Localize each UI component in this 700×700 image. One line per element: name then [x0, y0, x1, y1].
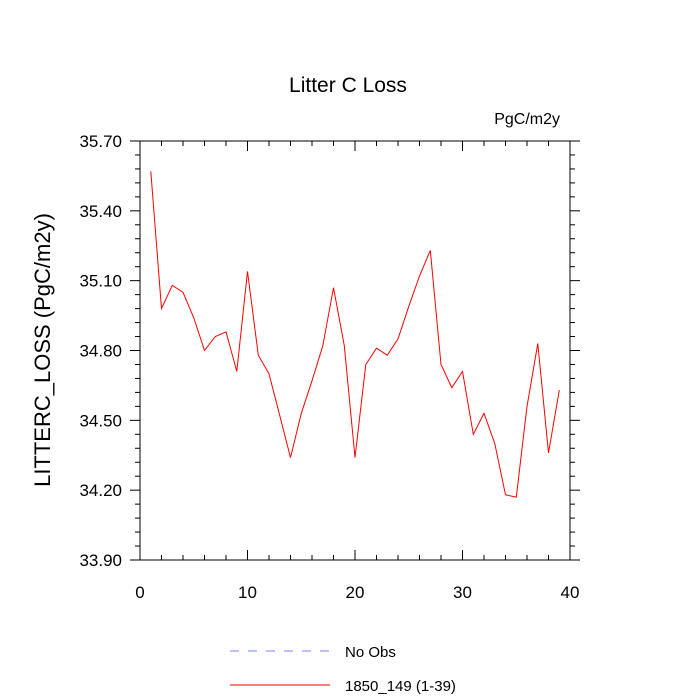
y-tick-label: 35.10	[79, 272, 122, 291]
legend: No Obs 1850_149 (1-39)	[230, 644, 456, 695]
y-tick-label: 35.40	[79, 202, 122, 221]
series-line-0	[150, 171, 560, 498]
legend-label-1850-149: 1850_149 (1-39)	[345, 678, 456, 695]
x-tick-label: 0	[135, 583, 144, 602]
x-tick-label: 40	[561, 583, 580, 602]
legend-label-no-obs: No Obs	[345, 644, 396, 661]
y-tick-label: 34.80	[79, 342, 122, 361]
y-tick-label: 35.70	[79, 132, 122, 151]
axis-ticks	[130, 140, 580, 561]
series-layer	[150, 171, 560, 498]
chart-title: Litter C Loss	[289, 74, 407, 97]
x-tick-label: 30	[453, 583, 472, 602]
units-label: PgC/m2y	[494, 111, 560, 128]
y-axis-label: LITTERC_LOSS (PgC/m2y)	[30, 213, 55, 487]
x-tick-label: 20	[346, 583, 365, 602]
axis-tick-labels: 0 10 20 30 40 33.90 34.20 34.50 34.80 35.10 35.40 3…	[79, 132, 579, 602]
y-tick-label: 34.20	[79, 481, 122, 500]
y-tick-label: 33.90	[79, 551, 122, 570]
y-tick-label: 34.50	[79, 411, 122, 430]
x-tick-label: 10	[238, 583, 257, 602]
